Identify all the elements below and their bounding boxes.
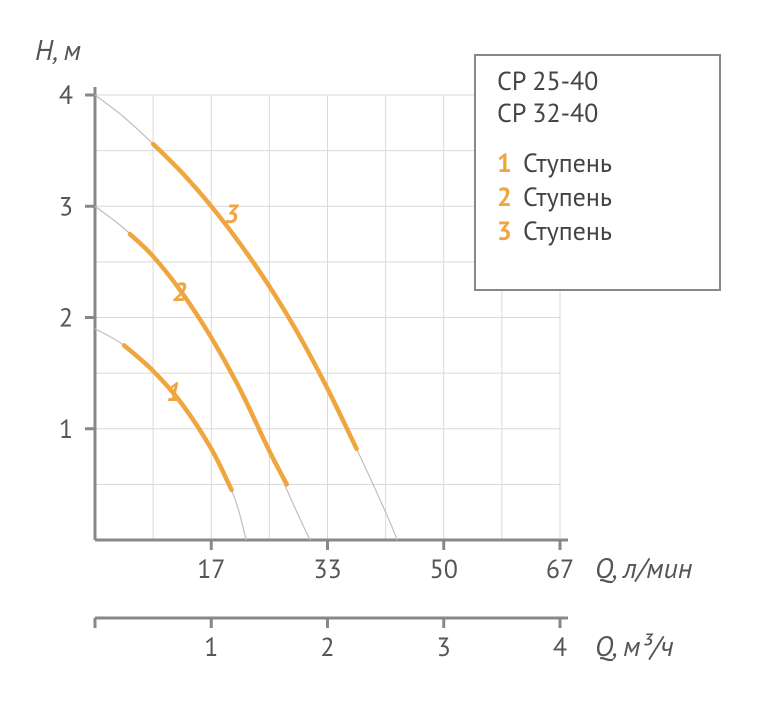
legend-item-num: 3 <box>497 215 512 248</box>
curve-3-label: 3 <box>225 198 240 231</box>
y-tick-label: 1 <box>59 413 73 446</box>
curve-1-label: 1 <box>166 376 180 409</box>
legend-title: CP 32-40 <box>497 97 598 130</box>
legend-item-word: Ступень <box>523 181 612 214</box>
legend-item-num: 1 <box>497 147 512 180</box>
pump-curve-chart: H, м123417335067Q, л/мин1234Q, м³/ч123CP… <box>0 0 760 712</box>
curve-2-label: 2 <box>172 276 187 309</box>
x1-tick-label: 67 <box>546 553 574 586</box>
x2-tick-label: 1 <box>204 631 218 664</box>
x1-tick-label: 17 <box>197 553 225 586</box>
x1-tick-label: 33 <box>313 553 341 586</box>
x1-tick-label: 50 <box>430 553 458 586</box>
y-tick-label: 3 <box>59 190 73 223</box>
legend-title: CP 25-40 <box>497 65 598 98</box>
x-axis1-label: Q, л/мин <box>595 549 693 586</box>
y-axis-label: H, м <box>35 31 81 68</box>
x-axis2-label: Q, м³/ч <box>595 627 673 664</box>
x2-tick-label: 4 <box>553 631 567 664</box>
legend-item-word: Ступень <box>523 215 612 248</box>
x2-tick-label: 2 <box>320 631 334 664</box>
x2-tick-label: 3 <box>437 631 451 664</box>
y-tick-label: 2 <box>59 302 73 335</box>
legend-item-num: 2 <box>497 181 512 214</box>
curve-1-highlight <box>124 345 232 490</box>
legend-item-word: Ступень <box>523 147 612 180</box>
y-tick-label: 4 <box>59 79 73 112</box>
